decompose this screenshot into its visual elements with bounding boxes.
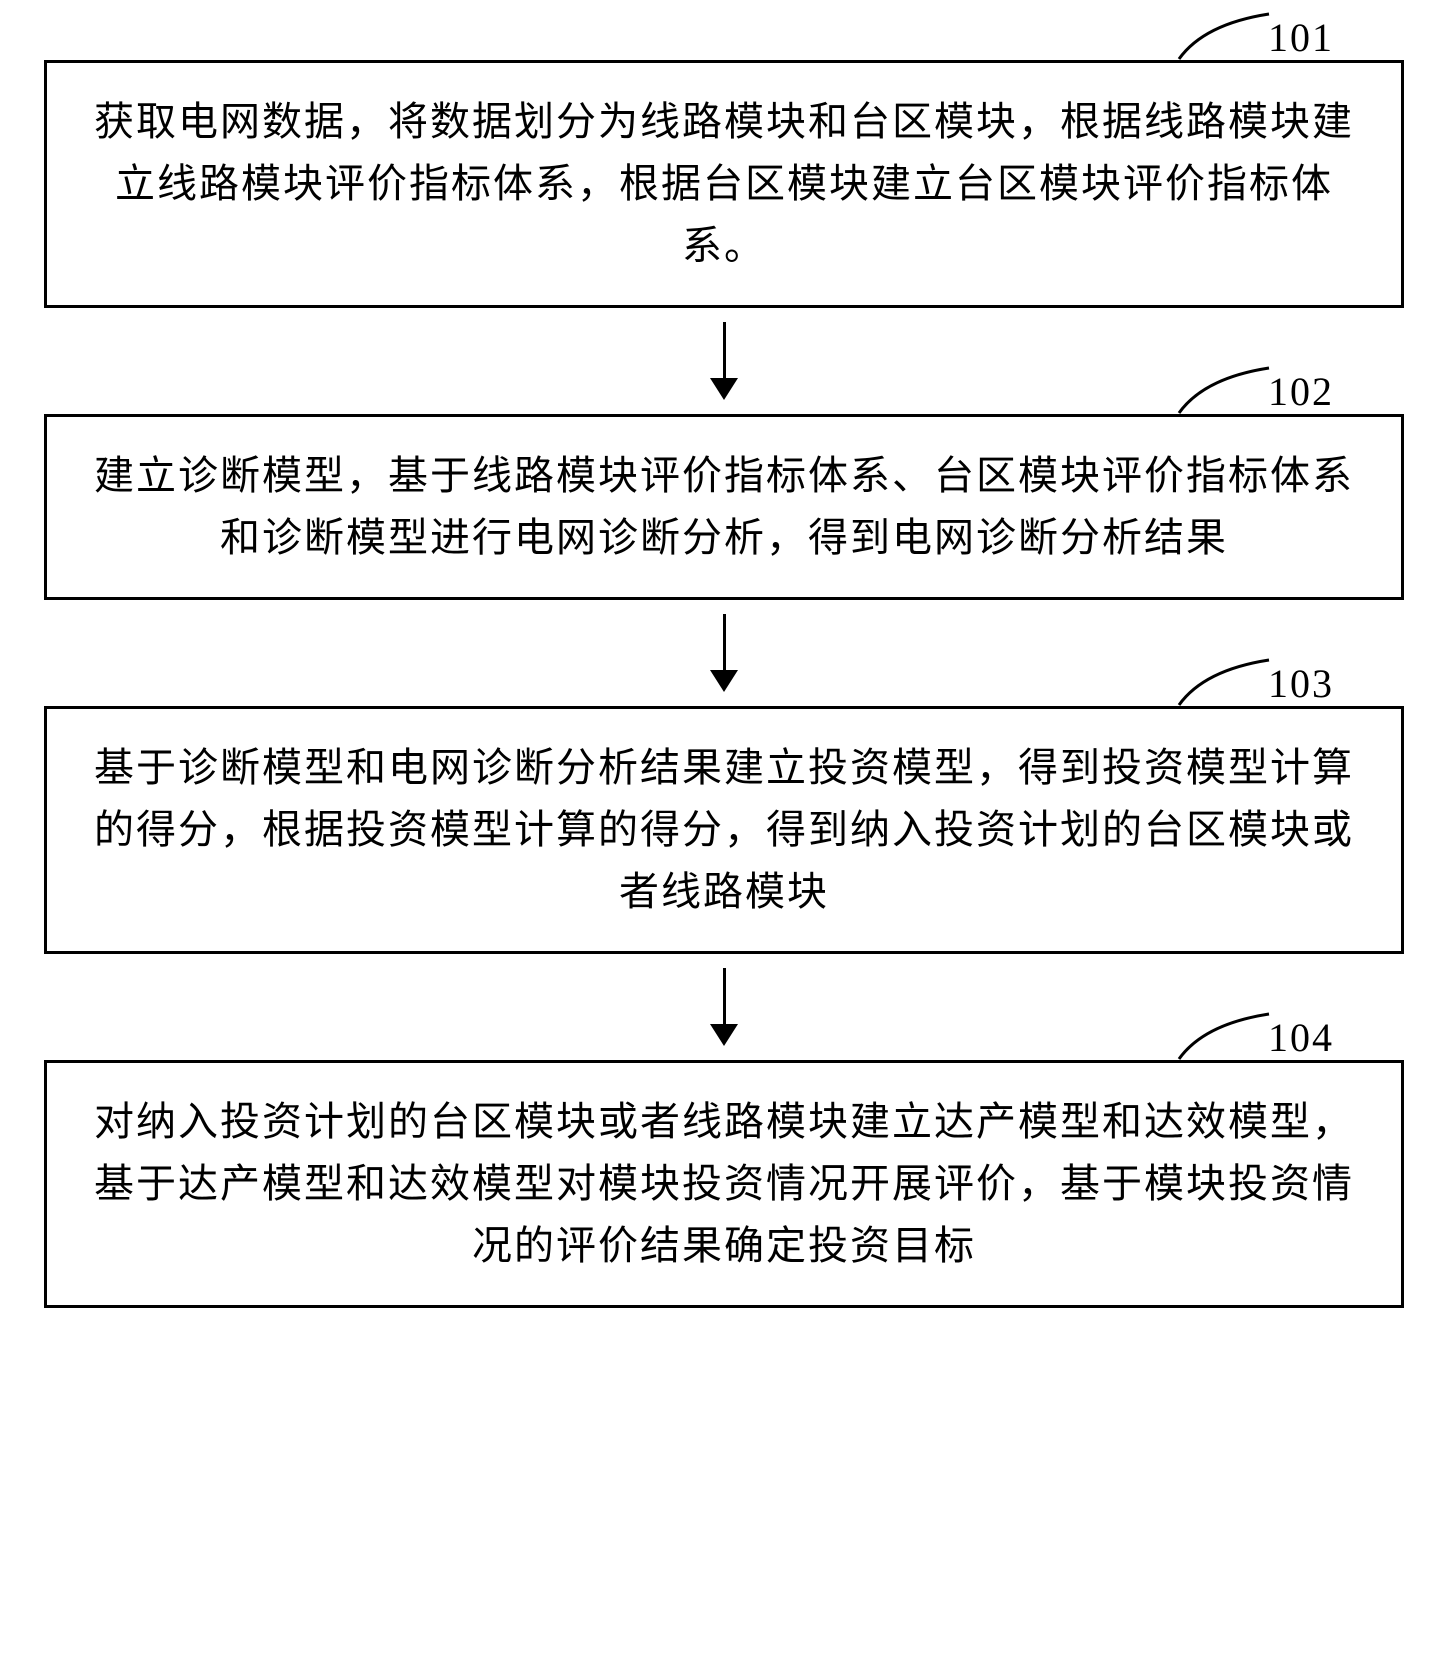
arrow-103-104 bbox=[710, 968, 738, 1046]
label-connector-curve bbox=[1174, 650, 1274, 710]
arrow-102-103 bbox=[710, 614, 738, 692]
step-label-101: 101 bbox=[1268, 14, 1334, 61]
flowchart-container: 101 获取电网数据，将数据划分为线路模块和台区模块，根据线路模块建立线路模块评… bbox=[44, 60, 1404, 1308]
label-connector-curve bbox=[1174, 4, 1274, 64]
step-104-wrapper: 104 对纳入投资计划的台区模块或者线路模块建立达产模型和达效模型，基于达产模型… bbox=[44, 1060, 1404, 1308]
step-103-wrapper: 103 基于诊断模型和电网诊断分析结果建立投资模型，得到投资模型计算的得分，根据… bbox=[44, 706, 1404, 954]
step-box-102: 建立诊断模型，基于线路模块评价指标体系、台区模块评价指标体系和诊断模型进行电网诊… bbox=[44, 414, 1404, 600]
step-102-wrapper: 102 建立诊断模型，基于线路模块评价指标体系、台区模块评价指标体系和诊断模型进… bbox=[44, 414, 1404, 600]
step-box-103: 基于诊断模型和电网诊断分析结果建立投资模型，得到投资模型计算的得分，根据投资模型… bbox=[44, 706, 1404, 954]
step-label-102: 102 bbox=[1268, 368, 1334, 415]
step-label-104: 104 bbox=[1268, 1014, 1334, 1061]
step-box-104: 对纳入投资计划的台区模块或者线路模块建立达产模型和达效模型，基于达产模型和达效模… bbox=[44, 1060, 1404, 1308]
label-connector-curve bbox=[1174, 1004, 1274, 1064]
step-101-wrapper: 101 获取电网数据，将数据划分为线路模块和台区模块，根据线路模块建立线路模块评… bbox=[44, 60, 1404, 308]
label-connector-curve bbox=[1174, 358, 1274, 418]
step-box-101: 获取电网数据，将数据划分为线路模块和台区模块，根据线路模块建立线路模块评价指标体… bbox=[44, 60, 1404, 308]
step-label-103: 103 bbox=[1268, 660, 1334, 707]
arrow-101-102 bbox=[710, 322, 738, 400]
